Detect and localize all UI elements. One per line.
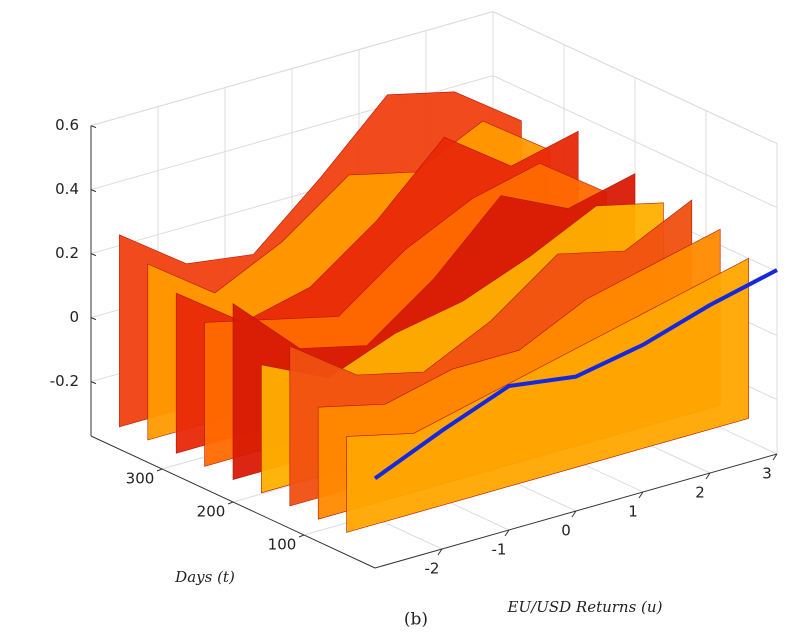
tick-mark bbox=[772, 453, 778, 461]
z-tick-label: 0.6 bbox=[55, 116, 79, 134]
tick-mark bbox=[638, 491, 644, 499]
z-tick-label: 0 bbox=[69, 308, 79, 326]
z-tick-label: -0.2 bbox=[50, 372, 79, 390]
tick-mark bbox=[90, 253, 97, 257]
tick-mark bbox=[90, 189, 97, 193]
x-axis-label: EU/USD Returns (u) bbox=[507, 598, 663, 616]
tick-mark bbox=[298, 534, 305, 538]
tick-mark bbox=[90, 125, 97, 129]
curve-line bbox=[373, 268, 778, 481]
x-tick-label: 2 bbox=[695, 484, 705, 502]
box-edge bbox=[492, 11, 778, 145]
x-tick-label: -1 bbox=[492, 541, 507, 559]
z-tick-label: 0.4 bbox=[55, 180, 79, 198]
z-tick-label: 0.2 bbox=[55, 244, 79, 262]
x-tick-label: 1 bbox=[628, 503, 638, 521]
tick-mark bbox=[504, 529, 510, 537]
caption: (b) bbox=[404, 610, 428, 630]
y-tick-label: 300 bbox=[126, 470, 155, 488]
y-tick-label: 100 bbox=[268, 536, 297, 554]
tick-mark bbox=[90, 317, 97, 321]
x-tick-label: 3 bbox=[762, 465, 772, 483]
tick-mark bbox=[437, 548, 443, 556]
grid-line bbox=[492, 75, 778, 209]
x-tick-label: -2 bbox=[425, 560, 440, 578]
y-axis-label: Days (t) bbox=[174, 568, 235, 586]
x-tick-label: 0 bbox=[561, 522, 571, 540]
tick-mark bbox=[156, 468, 163, 472]
box-edge bbox=[90, 11, 494, 127]
tick-mark bbox=[90, 381, 97, 385]
tick-mark bbox=[571, 510, 577, 518]
tick-mark bbox=[227, 501, 234, 505]
tick-mark bbox=[705, 472, 711, 480]
surface-slice bbox=[346, 257, 749, 533]
y-tick-label: 200 bbox=[197, 503, 226, 521]
